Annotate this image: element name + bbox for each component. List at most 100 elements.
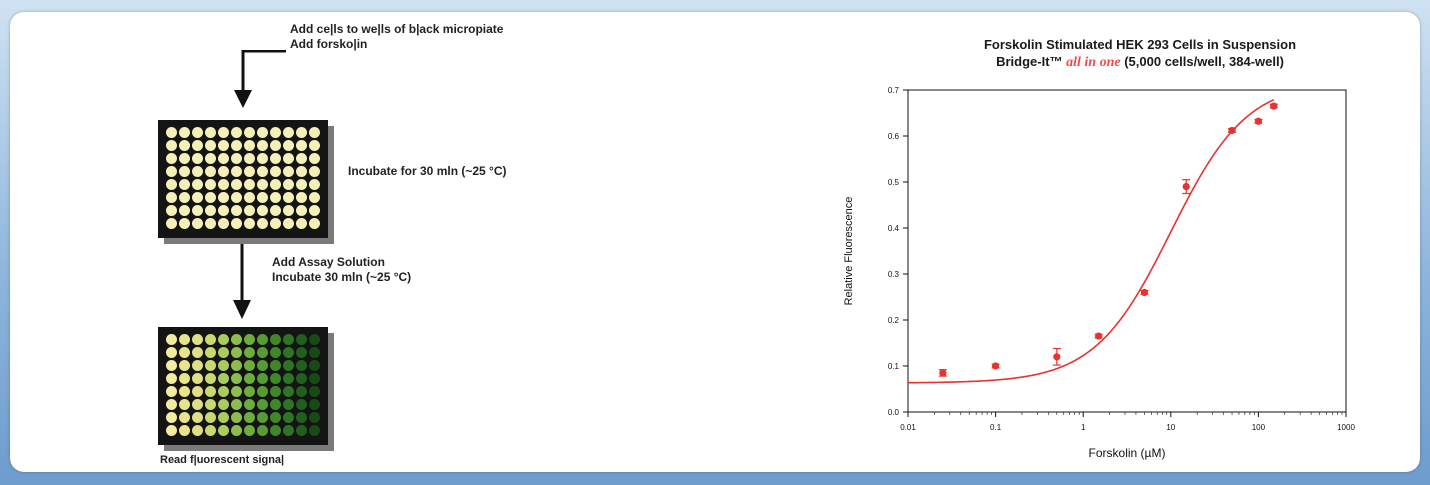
- plate-well: [296, 140, 307, 151]
- plate-well: [205, 192, 216, 203]
- plate-well: [179, 373, 190, 384]
- plate-well: [166, 386, 177, 397]
- plate-well: [244, 140, 255, 151]
- plate-well: [270, 425, 281, 436]
- plate-well: [283, 412, 294, 423]
- plate-well: [257, 399, 268, 410]
- chart-title-emphasis: all in one: [1066, 55, 1121, 70]
- plate-well: [283, 127, 294, 138]
- plot-frame: [907, 89, 1347, 413]
- plate-well: [231, 205, 242, 216]
- data-point: [1095, 332, 1103, 340]
- plate-well: [244, 386, 255, 397]
- plate-well: [309, 140, 320, 151]
- plate-well: [166, 179, 177, 190]
- plate-well: [231, 166, 242, 177]
- plate-well: [296, 386, 307, 397]
- plate-well: [231, 218, 242, 229]
- plate-well: [166, 153, 177, 164]
- plate-well: [192, 140, 203, 151]
- step1-text: Add ce|ls to we|ls of b|ack micropiate A…: [290, 22, 503, 52]
- plate-well: [270, 386, 281, 397]
- plate-well: [218, 179, 229, 190]
- plate-well: [270, 153, 281, 164]
- plate-well: [257, 179, 268, 190]
- plate-well: [192, 360, 203, 371]
- step1-line2: Add forsko|in: [290, 37, 368, 51]
- plate-well: [218, 399, 229, 410]
- plate-well: [244, 373, 255, 384]
- plate-well: [309, 192, 320, 203]
- plate-well: [296, 192, 307, 203]
- plate-well: [309, 334, 320, 345]
- plate-well: [257, 334, 268, 345]
- plate-well: [192, 334, 203, 345]
- plate-well: [270, 360, 281, 371]
- plate-well: [244, 334, 255, 345]
- plate-well: [205, 386, 216, 397]
- plate-well: [296, 218, 307, 229]
- data-point: [1053, 353, 1061, 361]
- plate-well: [296, 412, 307, 423]
- plate-well: [296, 205, 307, 216]
- plate-well: [283, 192, 294, 203]
- plate-well: [231, 425, 242, 436]
- plate-well: [166, 140, 177, 151]
- plate-well: [244, 127, 255, 138]
- plate-well: [257, 386, 268, 397]
- plate-well: [244, 205, 255, 216]
- plate-well: [309, 386, 320, 397]
- plate-well: [218, 412, 229, 423]
- plate-well: [179, 153, 190, 164]
- plate-well: [244, 425, 255, 436]
- plate-well: [270, 166, 281, 177]
- plate-well: [192, 399, 203, 410]
- plate-well: [309, 412, 320, 423]
- plate-well: [166, 127, 177, 138]
- plate-well: [309, 373, 320, 384]
- plate-well: [192, 412, 203, 423]
- plate-well: [283, 218, 294, 229]
- plate-well: [166, 373, 177, 384]
- y-tick-label: 0.5: [888, 178, 900, 187]
- plate-well: [231, 347, 242, 358]
- plate-well: [244, 412, 255, 423]
- plate-well: [218, 205, 229, 216]
- plate-well: [218, 218, 229, 229]
- plate-well: [179, 127, 190, 138]
- chart-axes: 0.01 0.1 1 10 100 1000 0.0 0.1 0.2 0.3 0.4 0.5 0.6 0.…: [888, 86, 1356, 432]
- plate-well: [179, 386, 190, 397]
- y-tick-label: 0.0: [888, 408, 900, 417]
- step1-line1: Add ce|ls to we|ls of b|ack micropiate: [290, 22, 504, 36]
- plate-well: [283, 373, 294, 384]
- plate-well: [296, 127, 307, 138]
- plate-well: [283, 153, 294, 164]
- plate-well: [257, 347, 268, 358]
- plate-well: [179, 399, 190, 410]
- plate-well: [205, 425, 216, 436]
- chart-title-line1: Forskolin Stimulated HEK 293 Cells in Su…: [983, 37, 1297, 52]
- plate-well: [309, 179, 320, 190]
- plate-well: [218, 192, 229, 203]
- plate-well: [309, 347, 320, 358]
- plate-well: [218, 153, 229, 164]
- plate-well: [270, 373, 281, 384]
- data-point: [1228, 126, 1236, 135]
- plate-well: [231, 373, 242, 384]
- plate-well: [283, 179, 294, 190]
- plate-well: [257, 218, 268, 229]
- plate-well: [309, 153, 320, 164]
- plate-well: [192, 425, 203, 436]
- y-tick-label: 0.6: [888, 132, 900, 141]
- plate-well: [205, 334, 216, 345]
- plate-well: [218, 360, 229, 371]
- plate-well: [309, 360, 320, 371]
- plate-well: [218, 373, 229, 384]
- plate-well: [296, 334, 307, 345]
- plate-well: [218, 386, 229, 397]
- data-point: [1270, 102, 1278, 110]
- down-arrow-icon: [233, 244, 251, 319]
- x-tick-label: 100: [1252, 423, 1266, 432]
- plate-well: [309, 127, 320, 138]
- plate-well: [270, 218, 281, 229]
